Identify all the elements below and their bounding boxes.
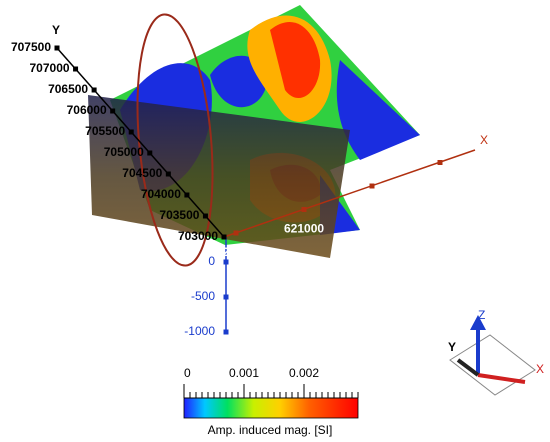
widget-z-label: Z	[478, 308, 485, 322]
x-tick	[369, 183, 375, 189]
y-tick	[221, 234, 227, 240]
x-tick-label: 620000	[216, 245, 256, 259]
y-tick-label: 706500	[48, 82, 88, 96]
y-tick	[128, 129, 134, 135]
y-tick-label: 703000	[178, 229, 218, 243]
y-tick	[110, 108, 116, 114]
y-axis-line	[56, 47, 225, 238]
y-tick-label: 707500	[11, 40, 51, 54]
x-axis-line	[223, 149, 476, 238]
orientation-widget: Z Y X	[448, 308, 544, 396]
y-tick-label: 707000	[30, 61, 70, 75]
y-tick-label: 705000	[104, 145, 144, 159]
widget-x-label: X	[536, 362, 544, 376]
z-tick	[223, 259, 229, 265]
colorbar-title: Amp. induced mag. [SI]	[208, 423, 333, 437]
y-tick-label: 704500	[122, 166, 162, 180]
z-tick	[223, 329, 229, 335]
widget-y-label: Y	[448, 340, 456, 354]
x-tick-label: 622000	[352, 198, 392, 212]
z-tick-label: 0	[208, 254, 215, 268]
x-tick	[233, 230, 239, 236]
colorbar-tick-label: 0.001	[229, 366, 259, 380]
x-tick	[301, 207, 307, 212]
z-tick	[223, 294, 229, 300]
y-tick	[54, 45, 60, 51]
x-tick-label: 621000	[284, 222, 324, 236]
y-tick	[147, 150, 153, 156]
y-tick	[184, 192, 190, 198]
y-tick-label: 706000	[67, 103, 107, 117]
y-tick	[73, 66, 79, 72]
y-tick	[202, 213, 208, 219]
colorbar-gradient	[183, 397, 359, 419]
highlight-ellipse	[136, 13, 214, 267]
x-axis-name: X	[480, 133, 488, 147]
x-tick-label: 623000	[420, 175, 460, 189]
z-tick-label: -1000	[184, 324, 215, 338]
y-axis-name: Y	[52, 23, 60, 37]
y-tick-label: 704000	[141, 187, 181, 201]
z-tick-label: -500	[191, 289, 215, 303]
y-tick	[91, 87, 97, 93]
y-tick-label: 703500	[159, 208, 199, 222]
colorbar-tick-label: 0	[184, 366, 191, 380]
y-tick	[165, 171, 171, 177]
colorbar: Amp. induced mag. [SI]	[183, 397, 359, 437]
colorbar-tick-label: 0.002	[289, 366, 319, 380]
x-tick	[437, 160, 443, 165]
y-tick-label: 705500	[85, 124, 125, 138]
